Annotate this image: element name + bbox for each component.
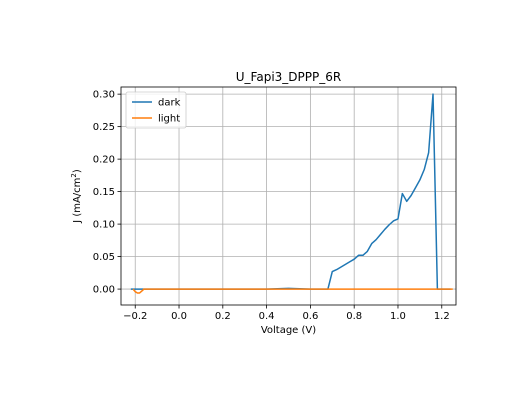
y-tick-label: 0.00 — [93, 285, 115, 296]
series-layer — [130, 93, 453, 294]
ticks: −0.2 0.0 0.2 0.4 0.6 0.8 1.0 1.2 0.00 0.05 0.10 0.1… — [93, 90, 450, 322]
x-tick-label: 1.0 — [390, 311, 406, 322]
y-tick-label: 0.10 — [93, 220, 115, 231]
y-axis-label-text: J (mA/cm — [72, 178, 83, 224]
chart-title: U_Fapi3_DPPP_6R — [236, 70, 341, 84]
y-tick-label: 0.25 — [93, 122, 115, 133]
legend-label-dark: dark — [158, 98, 181, 109]
y-tick-label: 0.15 — [93, 187, 115, 198]
x-tick-label: 0.4 — [259, 311, 275, 322]
legend: dark light — [125, 91, 187, 129]
x-tick-label: 0.6 — [302, 311, 318, 322]
y-axis-label-superscript: 2 — [70, 173, 78, 177]
x-tick-label: 0.2 — [215, 311, 231, 322]
y-tick-label: 0.05 — [93, 252, 115, 263]
y-axis-label-close: ) — [72, 169, 83, 173]
x-axis-label: Voltage (V) — [261, 325, 316, 336]
legend-box — [125, 91, 187, 129]
x-tick-label: −0.2 — [123, 311, 147, 322]
x-tick-label: 0.0 — [171, 311, 187, 322]
x-tick-label: 1.2 — [434, 311, 450, 322]
x-tick-label: 0.8 — [346, 311, 362, 322]
axes-frame — [120, 86, 457, 306]
y-axis-label: J (mA/cm2) — [70, 169, 83, 224]
y-tick-label: 0.20 — [93, 155, 115, 166]
series-line-light — [132, 288, 453, 294]
y-tick-label: 0.30 — [93, 90, 115, 101]
legend-label-light: light — [158, 114, 180, 125]
